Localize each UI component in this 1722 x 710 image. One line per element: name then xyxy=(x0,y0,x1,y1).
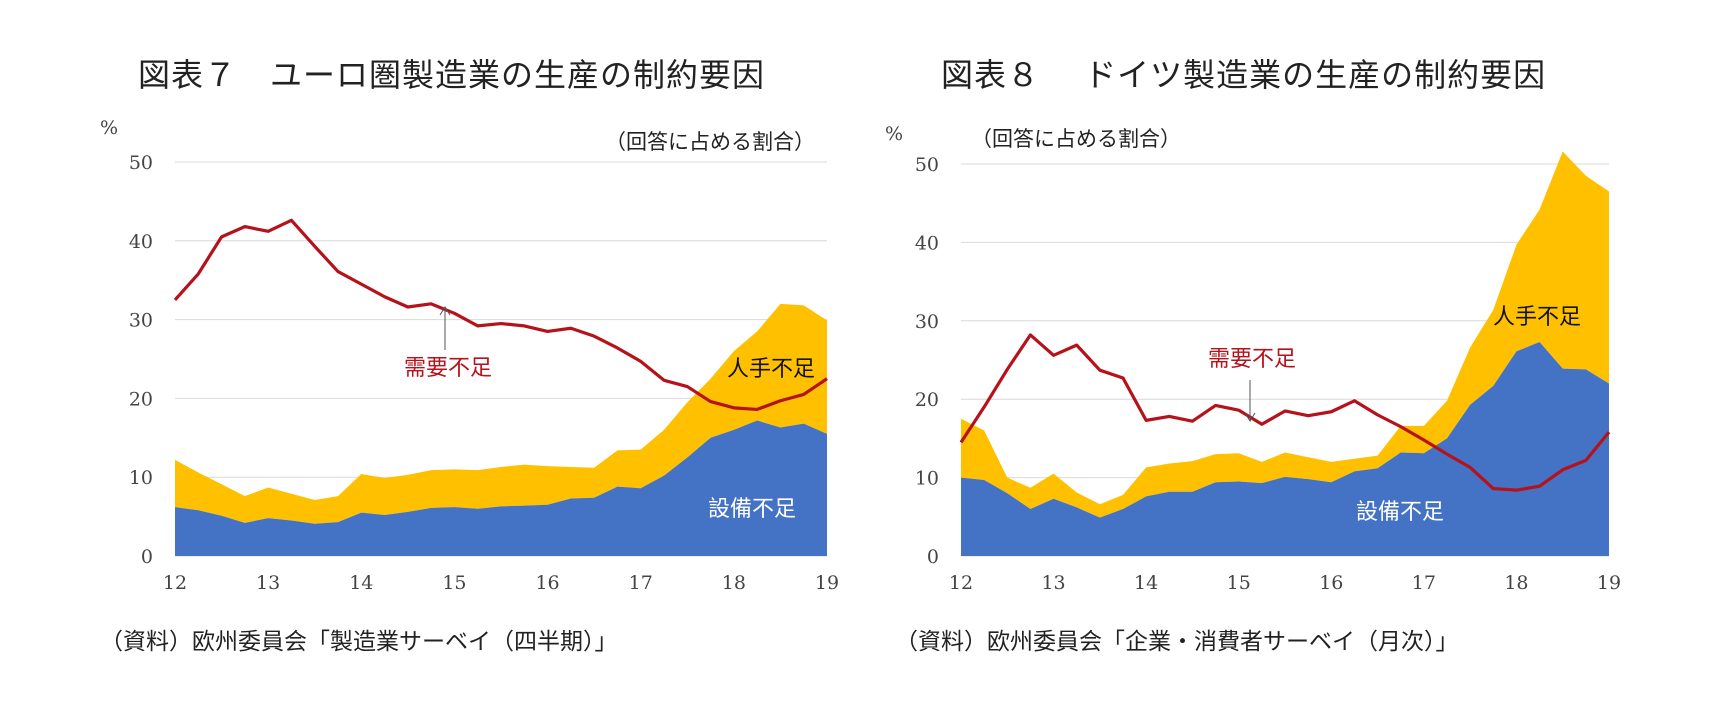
demand-shortage-line xyxy=(173,218,828,412)
labor-shortage-label: 人手不足 xyxy=(727,357,815,382)
germany-constraints-chart: 0 10 20 30 40 50 12 13 14 15 16 17 18 19% （回答に占める割合） 需要… xyxy=(885,123,1621,594)
x-tick-label: 16 xyxy=(1319,572,1343,594)
x-tick-label: 16 xyxy=(535,572,559,594)
labor-shortage-area xyxy=(961,151,1609,518)
source-note: （資料）欧州委員会「企業・消費者サーベイ（月次）」 xyxy=(895,629,1459,655)
y-tick-label: 50 xyxy=(915,154,939,176)
y-tick-label: 0 xyxy=(927,546,939,568)
y-tick-label: 50 xyxy=(129,152,153,174)
x-tick-label: 13 xyxy=(256,572,280,594)
x-tick-label: 19 xyxy=(1597,572,1621,594)
demand-arrow-head xyxy=(1244,412,1256,422)
demand-shortage-label: 需要不足 xyxy=(1208,347,1296,372)
x-tick-label: 17 xyxy=(1412,572,1436,594)
chart-subtitle: （回答に占める割合） xyxy=(971,127,1181,151)
chart-panel-germany: 図表８ ドイツ製造業の生産の制約要因 0 10 20 30 40 50 12 13 14 15 16… xyxy=(861,0,1722,710)
x-tick-label: 15 xyxy=(1227,572,1251,594)
y-tick-label: 40 xyxy=(129,231,153,253)
eurozone-constraints-chart: 0 10 20 30 40 50 12 13 14 15 16 17 18 19% （回答に占める割合） 需要… xyxy=(100,117,839,594)
demand-shortage-label: 需要不足 xyxy=(404,356,492,381)
x-tick-label: 12 xyxy=(163,572,187,594)
y-tick-label: 20 xyxy=(915,389,939,411)
equipment-shortage-label: 設備不足 xyxy=(708,497,796,522)
source-note: （資料）欧州委員会「製造業サーベイ（四半期）」 xyxy=(100,629,618,655)
x-tick-label: 13 xyxy=(1041,572,1065,594)
y-tick-label: 10 xyxy=(129,467,153,489)
y-tick-label: 20 xyxy=(129,388,153,410)
x-tick-label: 12 xyxy=(949,572,973,594)
labor-shortage-area xyxy=(175,303,827,524)
demand-shortage-line xyxy=(959,333,1611,492)
x-tick-label: 14 xyxy=(349,572,373,594)
demand-arrow-head xyxy=(439,306,451,316)
labor-shortage-label: 人手不足 xyxy=(1493,305,1581,330)
x-tick-label: 18 xyxy=(1504,572,1528,594)
y-tick-label: 30 xyxy=(915,311,939,333)
chart-subtitle: （回答に占める割合） xyxy=(605,130,815,154)
y-tick-label: 30 xyxy=(129,310,153,332)
equipment-shortage-area xyxy=(175,420,827,556)
x-tick-label: 15 xyxy=(442,572,466,594)
unit-label: % xyxy=(885,123,903,145)
x-tick-label: 18 xyxy=(722,572,746,594)
y-tick-label: 40 xyxy=(915,232,939,254)
unit-label: % xyxy=(100,117,118,139)
chart-panel-eurozone: 図表７ ユーロ圏製造業の生産の制約要因 0 10 20 30 40 50 12 13 14 15 1… xyxy=(100,56,839,655)
chart-title: 図表８ ドイツ製造業の生産の制約要因 xyxy=(941,56,1547,94)
y-tick-label: 10 xyxy=(915,468,939,490)
x-tick-label: 17 xyxy=(629,572,653,594)
equipment-shortage-label: 設備不足 xyxy=(1356,500,1444,525)
x-tick-label: 19 xyxy=(815,572,839,594)
y-tick-label: 0 xyxy=(141,546,153,568)
equipment-shortage-area xyxy=(961,341,1609,556)
x-tick-label: 14 xyxy=(1134,572,1158,594)
chart-title: 図表７ ユーロ圏製造業の生産の制約要因 xyxy=(138,56,766,94)
